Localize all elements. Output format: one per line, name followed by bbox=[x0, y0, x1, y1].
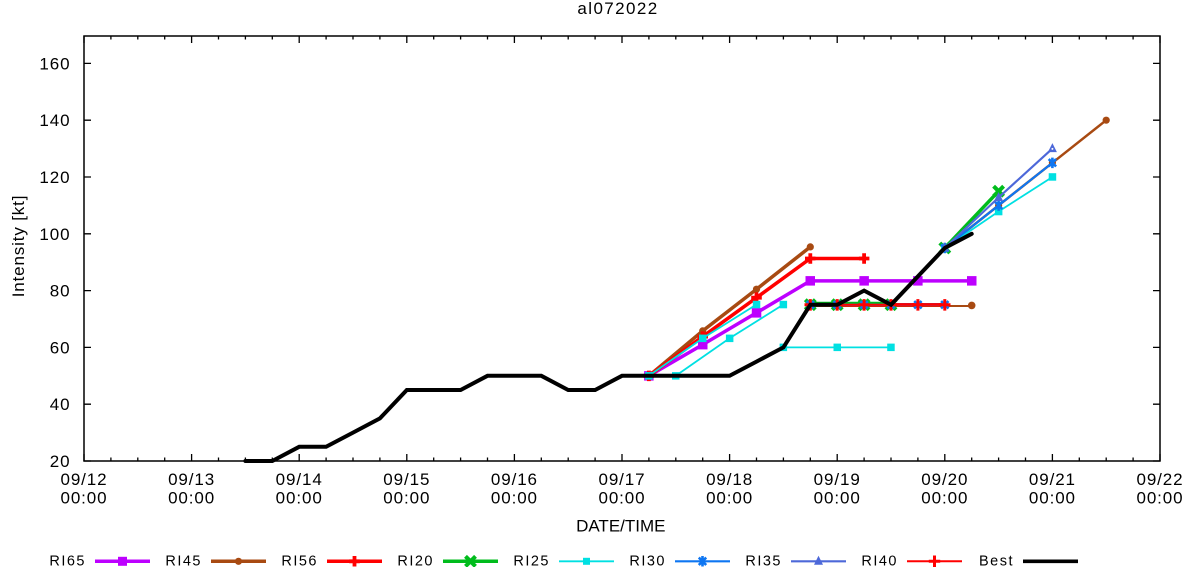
svg-text:09/14: 09/14 bbox=[276, 470, 323, 489]
svg-text:40: 40 bbox=[50, 395, 71, 414]
svg-text:Intensity [kt]: Intensity [kt] bbox=[9, 195, 28, 298]
svg-text:RI45: RI45 bbox=[165, 554, 202, 567]
svg-text:80: 80 bbox=[50, 282, 71, 301]
svg-text:09/16: 09/16 bbox=[491, 470, 538, 489]
svg-text:RI30: RI30 bbox=[629, 554, 666, 567]
svg-text:00:00: 00:00 bbox=[60, 489, 107, 508]
svg-text:09/21: 09/21 bbox=[1029, 470, 1076, 489]
svg-text:00:00: 00:00 bbox=[1136, 489, 1182, 508]
svg-text:09/12: 09/12 bbox=[60, 470, 107, 489]
svg-text:09/17: 09/17 bbox=[598, 470, 645, 489]
svg-text:09/22: 09/22 bbox=[1136, 470, 1182, 489]
svg-text:09/15: 09/15 bbox=[383, 470, 430, 489]
svg-text:Best: Best bbox=[979, 554, 1014, 567]
svg-text:RI65: RI65 bbox=[49, 554, 86, 567]
svg-text:140: 140 bbox=[39, 111, 70, 130]
svg-text:00:00: 00:00 bbox=[1029, 489, 1076, 508]
svg-text:100: 100 bbox=[39, 225, 70, 244]
svg-text:al072022: al072022 bbox=[577, 0, 658, 18]
svg-text:09/18: 09/18 bbox=[706, 470, 753, 489]
svg-text:09/13: 09/13 bbox=[168, 470, 215, 489]
svg-text:00:00: 00:00 bbox=[598, 489, 645, 508]
svg-text:00:00: 00:00 bbox=[814, 489, 861, 508]
svg-text:00:00: 00:00 bbox=[383, 489, 430, 508]
svg-text:09/20: 09/20 bbox=[921, 470, 968, 489]
svg-text:RI20: RI20 bbox=[397, 554, 434, 567]
svg-text:RI25: RI25 bbox=[513, 554, 550, 567]
svg-text:160: 160 bbox=[39, 54, 70, 73]
svg-text:00:00: 00:00 bbox=[491, 489, 538, 508]
svg-text:DATE/TIME: DATE/TIME bbox=[576, 517, 665, 536]
svg-text:120: 120 bbox=[39, 168, 70, 187]
svg-text:RI40: RI40 bbox=[861, 554, 898, 567]
svg-text:20: 20 bbox=[50, 452, 71, 471]
svg-text:RI35: RI35 bbox=[745, 554, 782, 567]
svg-text:RI56: RI56 bbox=[281, 554, 318, 567]
svg-text:00:00: 00:00 bbox=[168, 489, 215, 508]
svg-text:09/19: 09/19 bbox=[814, 470, 861, 489]
svg-text:00:00: 00:00 bbox=[921, 489, 968, 508]
svg-text:00:00: 00:00 bbox=[276, 489, 323, 508]
svg-text:00:00: 00:00 bbox=[706, 489, 753, 508]
svg-text:60: 60 bbox=[50, 338, 71, 357]
